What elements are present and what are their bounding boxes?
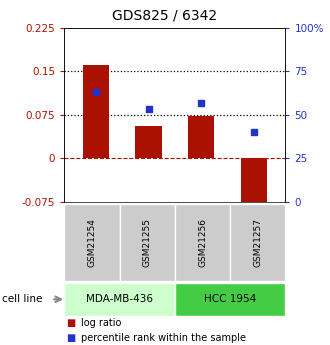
- Text: GDS825 / 6342: GDS825 / 6342: [113, 9, 217, 23]
- Text: GSM21257: GSM21257: [253, 218, 262, 267]
- Text: GSM21254: GSM21254: [87, 218, 96, 267]
- Text: GSM21255: GSM21255: [143, 218, 152, 267]
- Text: percentile rank within the sample: percentile rank within the sample: [81, 333, 246, 343]
- Text: ■: ■: [66, 318, 75, 327]
- Text: MDA-MB-436: MDA-MB-436: [86, 294, 153, 304]
- Text: ■: ■: [66, 333, 75, 343]
- Text: HCC 1954: HCC 1954: [204, 294, 256, 304]
- Text: cell line: cell line: [2, 294, 42, 304]
- Bar: [83, 65, 109, 158]
- Bar: [241, 158, 267, 214]
- Text: GSM21256: GSM21256: [198, 218, 207, 267]
- Bar: [188, 117, 215, 158]
- Text: log ratio: log ratio: [81, 318, 121, 327]
- Bar: [135, 126, 162, 158]
